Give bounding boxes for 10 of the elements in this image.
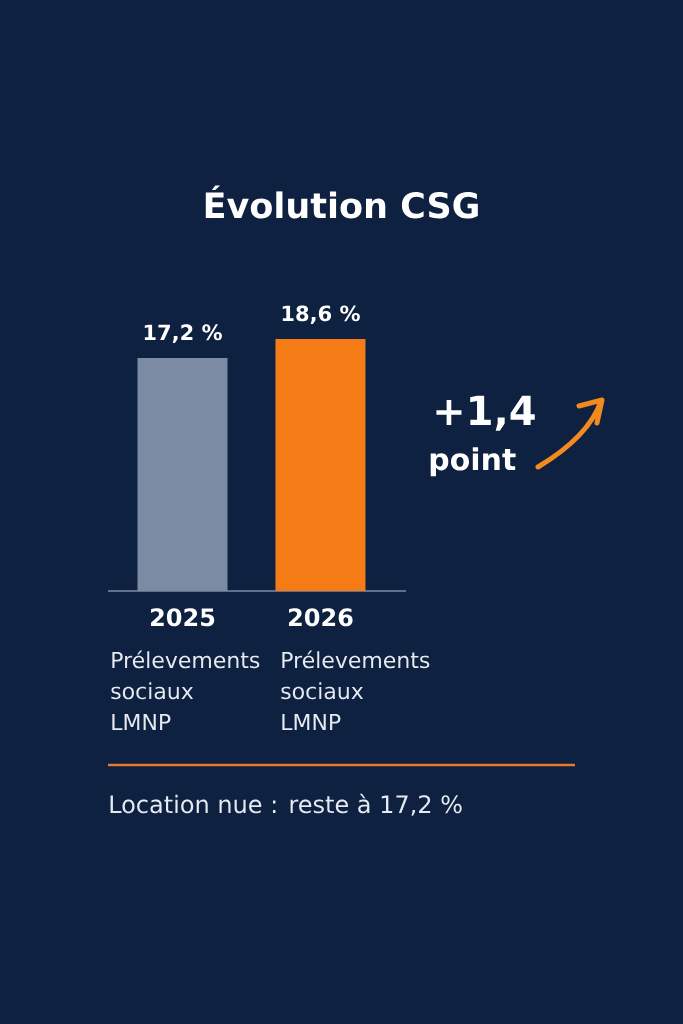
data-label: 18,6 % [282, 305, 360, 324]
x-tick-label: 2026 [288, 608, 353, 627]
text: point [430, 447, 516, 477]
data-label: 17,2 % [144, 324, 222, 343]
chart-title: Évolution CSG [205, 185, 478, 219]
x-tick-label: 2025 [151, 608, 215, 627]
text: Location nue : reste à 17,2 % [110, 793, 462, 816]
text: +1,4 [436, 395, 535, 431]
text: Prélevements sociaux LMNP [281, 650, 430, 730]
text: Prélevements sociaux LMNP [111, 650, 260, 730]
